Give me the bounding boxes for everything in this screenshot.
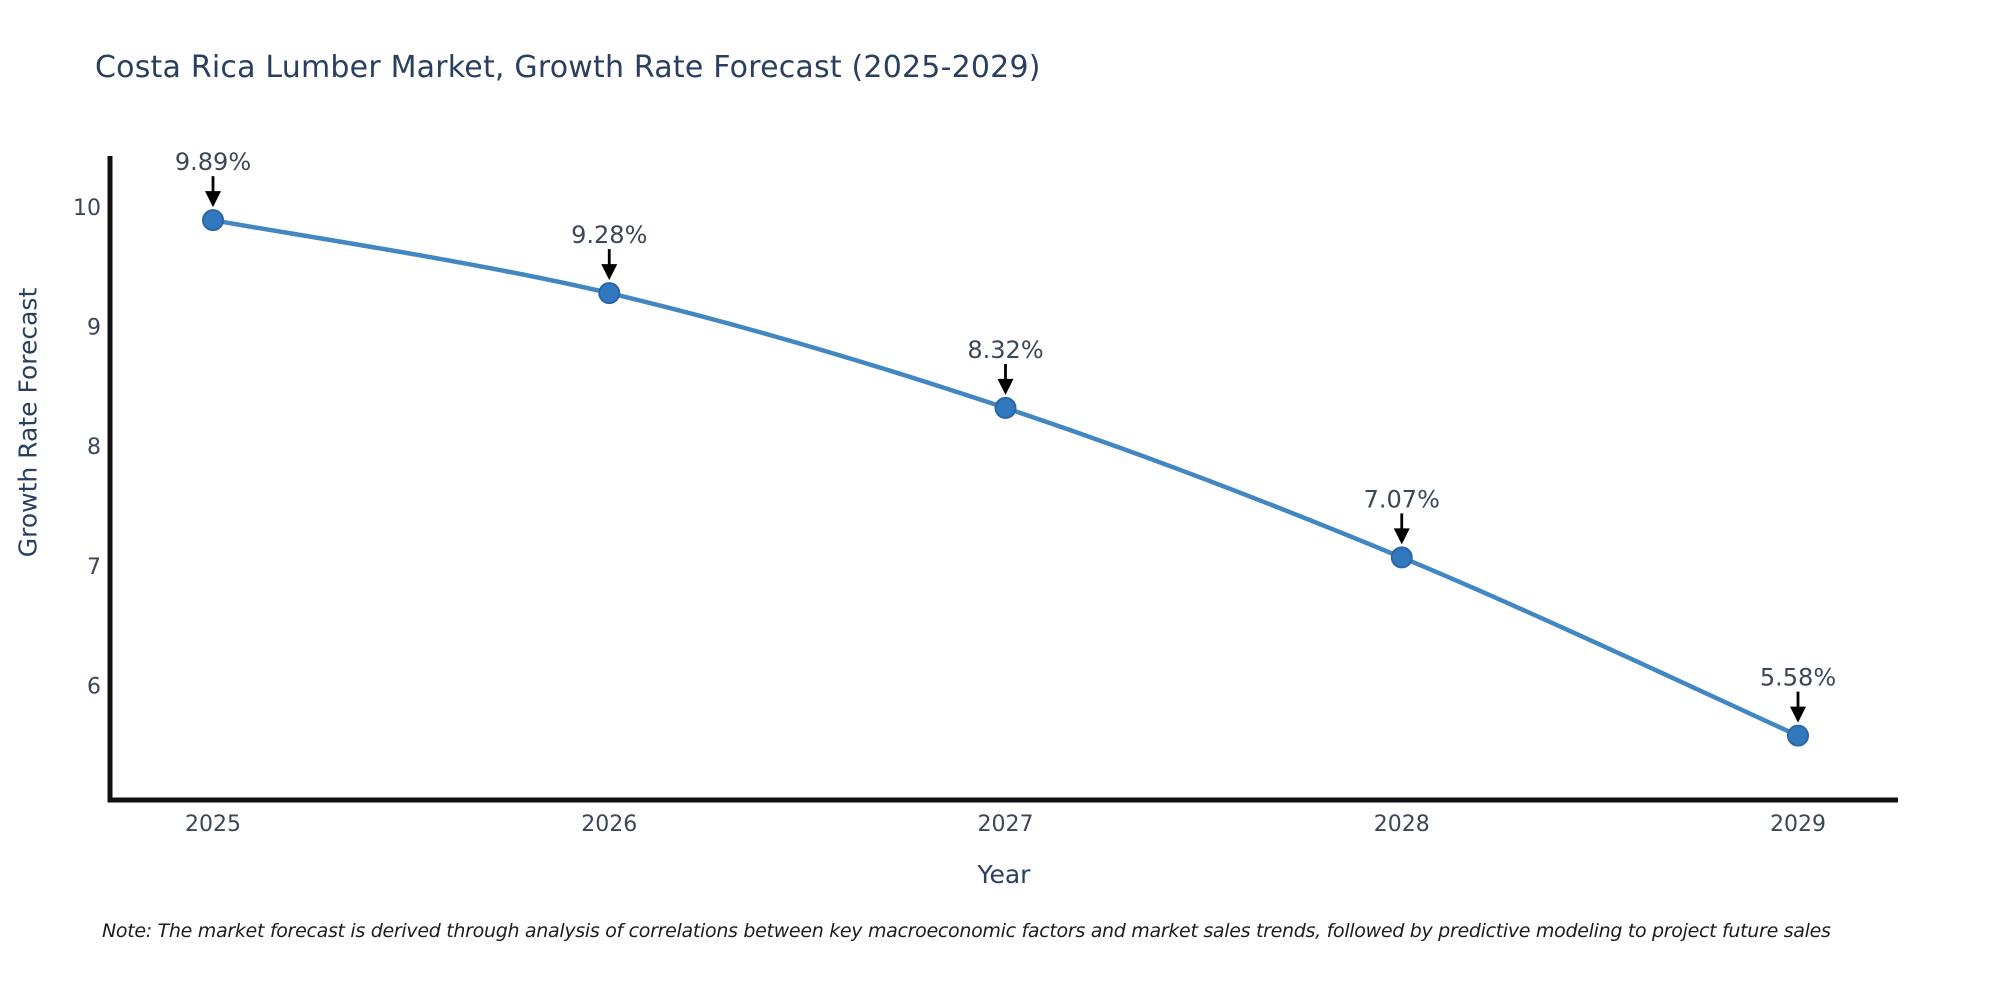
annotation-arrow-head <box>1790 706 1806 723</box>
trend-line <box>212 217 1799 738</box>
x-tick-label: 2025 <box>185 812 241 837</box>
y-tick-label: 7 <box>87 555 101 580</box>
chart-title: Costa Rica Lumber Market, Growth Rate Fo… <box>95 50 1041 85</box>
annotation-label: 7.07% <box>1364 485 1440 513</box>
x-tick-label: 2026 <box>581 812 637 837</box>
annotation-arrow-head <box>205 191 221 208</box>
annotation-label: 9.89% <box>175 148 251 176</box>
x-axis-title: Year <box>977 860 1031 889</box>
annotation-label: 8.32% <box>967 336 1043 364</box>
data-point-marker <box>598 282 621 305</box>
y-tick-label: 10 <box>73 196 101 221</box>
y-tick-label: 8 <box>87 435 101 460</box>
annotation-arrow-head <box>997 378 1014 395</box>
data-point-marker <box>1787 724 1809 747</box>
y-tick-label: 9 <box>87 316 101 341</box>
y-tick-label: 6 <box>87 674 101 699</box>
x-tick-label: 2027 <box>978 812 1034 837</box>
footnote: Note: The market forecast is derived thr… <box>102 920 1831 942</box>
annotation-label: 9.28% <box>571 221 647 249</box>
annotation-arrow-head <box>1393 528 1410 545</box>
data-point-marker <box>202 209 224 232</box>
x-tick-label: 2029 <box>1770 812 1826 837</box>
annotation-arrow-head <box>601 264 618 281</box>
x-tick-label: 2028 <box>1374 812 1430 837</box>
data-point-marker <box>994 396 1017 419</box>
annotation-label: 5.58% <box>1760 664 1836 692</box>
data-point-marker <box>1390 546 1413 569</box>
